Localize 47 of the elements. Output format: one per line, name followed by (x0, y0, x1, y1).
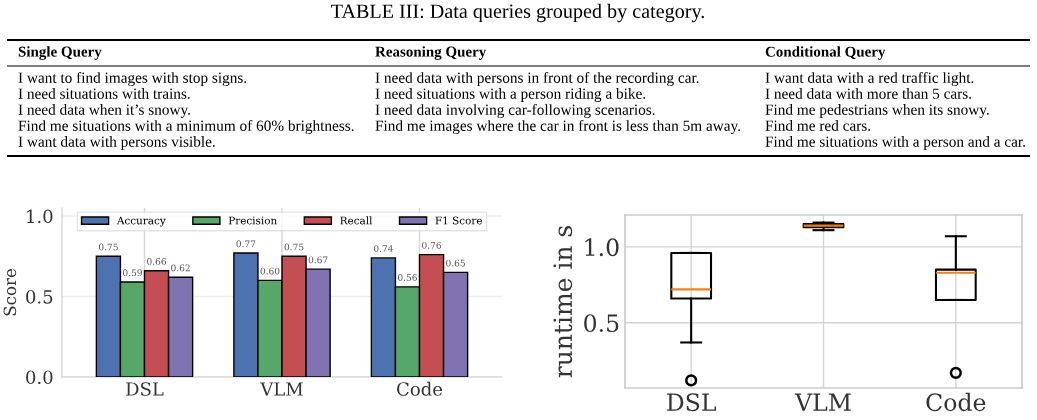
x-tick-label: DSL (667, 393, 716, 412)
x-tick-label: Code (926, 392, 986, 412)
y-tick-label: 0.0 (26, 370, 53, 385)
data-label: 0.74 (373, 245, 393, 252)
category-label: Single Query (18, 46, 102, 60)
text: Find me pedestrians when its snowy. (765, 104, 989, 118)
y-axis-title: runtime in s (553, 226, 573, 378)
data-label: 0.66 (147, 258, 167, 265)
category-label: Reasoning Query (375, 46, 487, 60)
data-label: 0.67 (308, 256, 328, 264)
x-tick-label: DSL (126, 382, 164, 396)
text: I want to find images with stop signs. (18, 71, 247, 87)
data-label: 0.77 (236, 240, 256, 248)
category-label: Conditional Query (765, 46, 886, 60)
y-tick-label: 1.0 (585, 238, 619, 257)
data-label: 0.62 (171, 264, 190, 272)
data-label: 0.60 (260, 267, 280, 275)
y-tick-label: 0.5 (26, 289, 53, 304)
text: I need situations with trains. (18, 88, 190, 99)
text: Find me situations with a minimum of 60% brightness. (18, 119, 354, 135)
y-axis-title: Score (3, 269, 17, 316)
legend-label: Precision (228, 216, 277, 225)
text: I need situations with a person riding a bike. (375, 88, 646, 102)
legend-label: Recall (340, 216, 373, 225)
text: I need data when it’s snowy. (18, 104, 190, 118)
data-label: 0.59 (123, 269, 142, 277)
text: Find me situations with a person and a car. (765, 136, 1025, 150)
x-tick-label: VLM (794, 393, 851, 411)
text: Find me images where the car in front is less than 5m away. (375, 119, 740, 135)
legend-label: Accuracy (116, 216, 166, 227)
data-label: 0.75 (284, 243, 304, 251)
text: Find me red cars. (765, 120, 871, 131)
data-label: 0.75 (98, 243, 118, 251)
text: TABLE III: Data queries grouped by category. (331, 3, 704, 23)
legend-label: F1 Score (435, 216, 482, 225)
text: I need data with persons in front of the recording car. (375, 71, 699, 87)
y-tick-label: 0.5 (584, 314, 619, 333)
data-label: 0.56 (398, 274, 417, 281)
text: I want data with a red traffic light. (765, 71, 974, 87)
text: I need data involving car-following scenarios. (375, 103, 655, 119)
x-tick-label: VLM (260, 382, 303, 396)
data-label: 0.65 (446, 259, 465, 267)
y-tick-label: 1.0 (27, 209, 53, 224)
data-label: 0.76 (422, 241, 442, 249)
text: I want data with persons visible. (18, 136, 215, 150)
x-tick-label: Code (397, 381, 443, 396)
text: I need data with more than 5 cars. (765, 88, 972, 99)
